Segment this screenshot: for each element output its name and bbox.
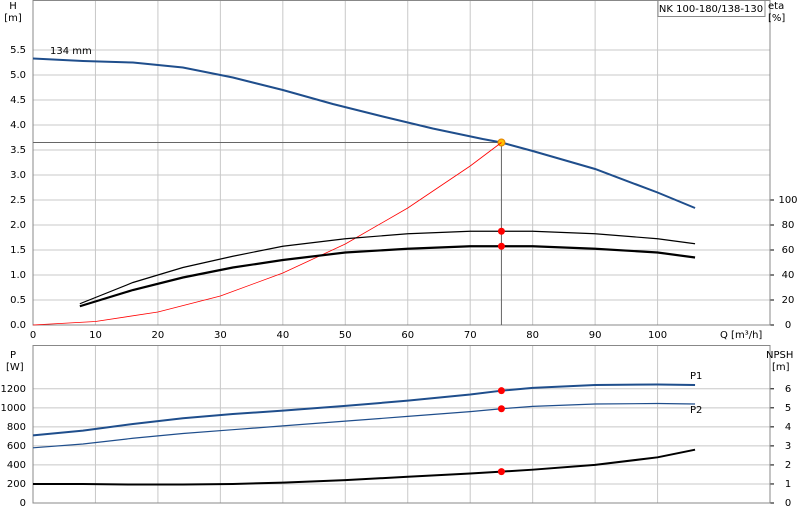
y2-tick-label: 60 xyxy=(782,245,795,256)
y2-tick-label: 80 xyxy=(782,220,795,231)
y2-tick-label: 6 xyxy=(785,384,791,395)
y-tick-label: 3.0 xyxy=(10,170,26,181)
y-tick-label: 1.5 xyxy=(10,245,26,256)
y-tick-label: 1200 xyxy=(1,384,26,395)
y-tick-label: 800 xyxy=(7,422,26,433)
y-tick-label: 0.5 xyxy=(10,295,26,306)
series-label: P2 xyxy=(690,405,702,416)
y-tick-label: 0.0 xyxy=(10,320,26,331)
x-tick-label: 70 xyxy=(464,330,477,341)
x-tick-label: 60 xyxy=(401,330,414,341)
y-tick-label: 600 xyxy=(7,441,26,452)
x-tick-label: 80 xyxy=(526,330,539,341)
x-axis-label: Q [m³/h] xyxy=(720,330,762,341)
series-line xyxy=(79,230,696,305)
duty-point xyxy=(497,468,505,476)
y-axis-unit: [W] xyxy=(6,362,24,373)
y-axis-label: H xyxy=(9,1,17,12)
y2-tick-label: 2 xyxy=(785,460,791,471)
y2-tick-label: 4 xyxy=(785,422,791,433)
y-tick-label: 3.5 xyxy=(10,145,26,156)
duty-point xyxy=(497,405,505,413)
y2-tick-label: 40 xyxy=(782,270,795,281)
x-tick-label: 40 xyxy=(276,330,289,341)
y-tick-label: 4.5 xyxy=(10,95,26,106)
y-tick-label: 2.5 xyxy=(10,195,26,206)
y2-axis-unit: [m] xyxy=(772,362,790,373)
x-tick-label: 90 xyxy=(589,330,602,341)
duty-point xyxy=(497,227,505,235)
chart-title: NK 100-180/138-130 xyxy=(659,4,763,15)
y2-tick-label: 20 xyxy=(782,295,795,306)
series-line xyxy=(32,57,696,209)
y-tick-label: 5.5 xyxy=(10,45,26,56)
series-line xyxy=(33,448,696,486)
series-line xyxy=(32,402,696,449)
y2-tick-label: 5 xyxy=(785,403,791,414)
y2-axis-label: eta xyxy=(768,1,784,12)
y-tick-label: 2.0 xyxy=(10,220,26,231)
y2-tick-label: 0 xyxy=(785,498,791,509)
y2-axis-label: NPSH xyxy=(766,350,793,361)
series-label: 134 mm xyxy=(50,46,92,57)
x-tick-label: 0 xyxy=(30,330,36,341)
title-box xyxy=(657,0,766,17)
y-tick-label: 400 xyxy=(7,460,26,471)
y-axis-unit: [m] xyxy=(4,13,22,24)
x-tick-label: 10 xyxy=(89,330,102,341)
y-tick-label: 200 xyxy=(7,479,26,490)
plot-frame xyxy=(32,345,771,504)
duty-point xyxy=(497,387,505,395)
x-tick-label: 100 xyxy=(648,330,667,341)
series-line xyxy=(79,245,696,308)
y-tick-label: 5.0 xyxy=(10,70,26,81)
duty-point xyxy=(497,242,505,250)
y2-tick-label: 0 xyxy=(785,320,791,331)
y-tick-label: 0 xyxy=(20,498,26,509)
y2-axis-unit: [%] xyxy=(768,13,785,24)
x-tick-label: 20 xyxy=(152,330,165,341)
x-tick-label: 50 xyxy=(339,330,352,341)
series-line xyxy=(32,383,696,437)
y2-tick-label: 100 xyxy=(778,195,797,206)
y-tick-label: 1000 xyxy=(1,403,26,414)
x-tick-label: 30 xyxy=(214,330,227,341)
series-line xyxy=(32,142,502,326)
plot-frame xyxy=(32,0,771,326)
y-tick-label: 1.0 xyxy=(10,270,26,281)
y-axis-label: P xyxy=(10,350,16,361)
series-label: P1 xyxy=(690,371,702,382)
y2-tick-label: 1 xyxy=(785,479,791,490)
y-tick-label: 4.0 xyxy=(10,120,26,131)
y2-tick-label: 3 xyxy=(785,441,791,452)
